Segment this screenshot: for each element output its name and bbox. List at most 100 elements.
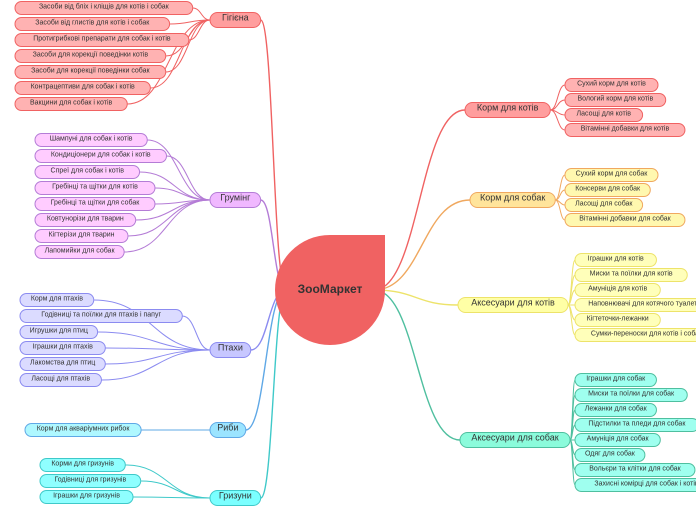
leaf-node: Вольєри та клітки для собак (575, 464, 695, 477)
leaf-node: Вологий корм для котів (565, 94, 666, 107)
leaf-node: Гребінці та щітки для собак (35, 198, 155, 211)
leaf-node-label: Спреї для собак і котів (51, 167, 125, 175)
leaf-node-label: Вольєри та клітки для собак (589, 465, 681, 473)
leaf-node-label: Іграшки для котів (588, 255, 644, 263)
leaf-node: Гребінці та щітки для котів (35, 182, 155, 195)
leaf-node-label: Ковтунорізи для тварин (47, 215, 124, 223)
leaf-node: Сухий корм для котів (565, 79, 658, 92)
leaf-node: Засоби для корекції поведінки котів (15, 50, 166, 63)
leaf-node: Захисні комірці для собак і котів (575, 479, 696, 492)
branch-node-label: Аксесуари для собак (471, 433, 558, 443)
leaf-node-label: Сухий корм для собак (576, 170, 649, 178)
leaf-node: Кігтерізи для тварин (35, 230, 128, 243)
leaf-node-label: Підстилки та пледи для собак (588, 420, 686, 428)
leaf-node: Корм для акваріумних рибок (25, 424, 141, 437)
leaf-node-label: Кігтеточки-лежанки (587, 315, 649, 323)
leaf-node: Іграшки для собак (575, 374, 656, 387)
branch-node-label: Аксесуари для котів (471, 298, 555, 308)
branch-node: Риби (210, 423, 246, 438)
leaf-node-label: Корми для гризунів (51, 460, 114, 468)
leaf-node: Вітамінні добавки для собак (565, 214, 685, 227)
branch-node-label: Гігієна (222, 13, 249, 23)
branch-node: Грумінг (210, 193, 261, 208)
leaf-node-label: Игрушки для птиц (30, 328, 88, 335)
leaf-node-label: Вологий корм для котів (577, 95, 653, 103)
branch-node-label: Корм для котів (477, 103, 539, 113)
leaf-node: Ковтунорізи для тварин (35, 214, 136, 227)
branch-node: Аксесуари для собак (460, 433, 570, 448)
leaf-node-label: Засоби для корекції поведінки собак (31, 67, 150, 75)
leaf-node: Іграшки для котів (575, 254, 656, 267)
leaf-node-label: Засоби від бліх і кліщів для котів і соб… (39, 3, 170, 11)
leaf-node: Миски та поїлки для котів (575, 269, 687, 282)
leaf-node: Миски та поїлки для собак (575, 389, 687, 402)
leaf-node-label: Іграшки для птахів (32, 343, 93, 351)
branch-node-label: Грумінг (220, 193, 251, 203)
leaf-node: Годівниці для гризунів (40, 475, 141, 488)
branch-node-label: Корм для собак (480, 193, 545, 203)
branch-node-label: Гризуни (219, 491, 252, 501)
leaf-node: Кігтеточки-лежанки (575, 314, 660, 327)
leaf-node: Протигрибкові препарати для собак і коті… (15, 34, 189, 47)
leaf-node: Іграшки для гризунів (40, 491, 133, 504)
leaf-node: Консерви для собак (565, 184, 650, 197)
leaf-node: Лапомийки для собак (35, 246, 124, 259)
leaf-node: Корм для птахів (20, 294, 94, 307)
leaf-node: Вакцини для собак і котів (15, 98, 127, 111)
leaf-node-label: Протигрибкові препарати для собак і коті… (33, 35, 171, 43)
leaf-node: Вітамінні добавки для котів (565, 124, 685, 137)
leaf-node-label: Сумки-переноски для котів і собак (591, 330, 696, 338)
leaf-node-label: Гребінці та щітки для котів (52, 183, 138, 191)
leaf-node-label: Лапомийки для собак (45, 247, 116, 255)
branch-node: Корм для собак (470, 193, 555, 208)
leaf-node-label: Корм для птахів (31, 295, 83, 303)
leaf-node: Сумки-переноски для котів і собак (575, 329, 696, 342)
leaf-node: Шампуні для собак і котів (35, 134, 147, 147)
branch-node-label: Птахи (218, 343, 243, 353)
branch-node: Аксесуари для котів (458, 298, 568, 313)
leaf-node: Ласощі для птахів (20, 374, 101, 387)
leaf-node: Одяг для собак (575, 449, 645, 462)
leaf-node-label: Наповнювачі для котячого туалету (588, 300, 696, 308)
leaf-node-label: Вакцини для собак і котів (30, 99, 113, 107)
leaf-node-label: Вітамінні добавки для собак (579, 215, 671, 223)
leaf-node: Лакомства для птиц (20, 358, 105, 371)
leaf-node-label: Одяг для собак (585, 450, 636, 458)
leaf-node: Игрушки для птиц (20, 326, 98, 339)
leaf-node: Кондиціонери для собак і котів (35, 150, 167, 163)
leaf-node-label: Годівниці та поїлки для птахів і папуг (41, 311, 161, 319)
leaf-node-label: Гребінці та щітки для собак (51, 199, 141, 207)
leaf-node: Лежанки для собак (575, 404, 656, 417)
branch-node: Гігієна (210, 13, 261, 28)
leaf-node: Наповнювачі для котячого туалету (575, 299, 696, 312)
center-label: ЗооМаркет (298, 282, 363, 296)
branch-node: Корм для котів (465, 103, 550, 118)
leaf-node-label: Лежанки для собак (585, 405, 648, 413)
branch-node: Птахи (210, 343, 251, 358)
leaf-node-label: Амуніція для котів (588, 285, 647, 293)
leaf-node: Ласощі для собак (565, 199, 643, 212)
leaf-node-label: Миски та поїлки для собак (588, 390, 675, 398)
branch-node: Гризуни (210, 491, 261, 506)
leaf-node-label: Засоби для корекції поведінки котів (33, 51, 149, 59)
leaf-node: Ласощі для котів (565, 109, 643, 122)
leaf-node-label: Захисні комірці для собак і котів (594, 480, 696, 488)
leaf-node: Засоби для корекції поведінки собак (15, 66, 166, 79)
leaf-node-label: Корм для акваріумних рибок (37, 425, 131, 433)
leaf-node-label: Контрацептиви для собак і котів (31, 83, 135, 91)
leaf-node: Сухий корм для собак (565, 169, 658, 182)
leaf-node: Амуніція для собак (575, 434, 660, 447)
leaf-node-label: Годівниці для гризунів (54, 476, 126, 484)
leaf-node-label: Консерви для собак (575, 185, 641, 193)
leaf-node-label: Іграшки для собак (586, 375, 646, 383)
node-layer: ЗооМаркет Корм для котів Сухий корм для ко… (15, 2, 696, 506)
leaf-node-label: Іграшки для гризунів (53, 492, 120, 500)
leaf-node: Засоби від глистів для котів і собак (15, 18, 170, 31)
leaf-node-label: Миски та поїлки для котів (590, 270, 673, 278)
leaf-node-label: Сухий корм для котів (577, 80, 646, 88)
leaf-node-label: Кондиціонери для собак і котів (51, 151, 151, 159)
leaf-node-label: Шампуні для собак і котів (50, 135, 133, 143)
leaf-node: Амуніція для котів (575, 284, 660, 297)
leaf-node-label: Лакомства для птиц (30, 360, 95, 367)
leaf-node: Засоби від бліх і кліщів для котів і соб… (15, 2, 193, 15)
